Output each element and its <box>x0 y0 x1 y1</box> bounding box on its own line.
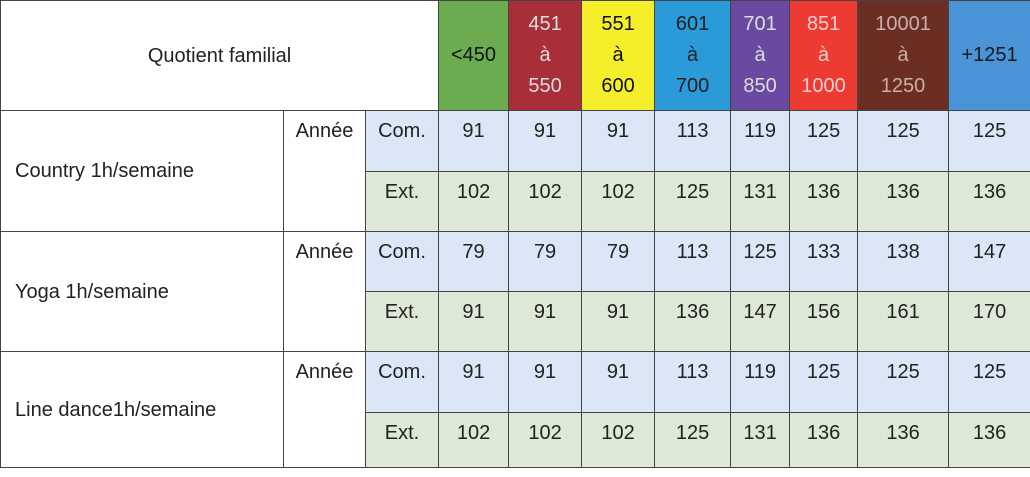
price-cell: 91 <box>508 110 583 172</box>
band-label-line: 850 <box>743 75 777 97</box>
period-label: Année <box>283 351 366 468</box>
price-cell: 125 <box>948 110 1030 172</box>
price-cell: 125 <box>789 110 859 172</box>
price-cell: 113 <box>654 351 732 413</box>
price-cell: 91 <box>438 351 510 413</box>
price-cell: 125 <box>857 110 950 172</box>
band-label-line: 600 <box>601 75 635 97</box>
band-label-line: 700 <box>675 75 710 97</box>
resident-type-ext: Ext. <box>364 412 440 468</box>
band-label-line: à <box>754 44 766 66</box>
band-label-line: 550 <box>528 75 562 97</box>
price-cell: 136 <box>857 412 950 468</box>
price-cell: 102 <box>508 412 583 468</box>
price-cell: 136 <box>948 412 1030 468</box>
price-cell: 91 <box>438 291 510 352</box>
price-cell: 138 <box>857 231 950 292</box>
income-band-header: 10001 à 1250 <box>857 0 950 111</box>
resident-type-com: Com. <box>364 110 440 172</box>
income-band-header: +1251 <box>948 0 1030 111</box>
price-cell: 79 <box>438 231 510 292</box>
price-cell: 102 <box>438 171 510 232</box>
band-label-line: 451 <box>528 13 562 35</box>
income-band-header: 851 à 1000 <box>789 0 859 111</box>
price-cell: 147 <box>948 231 1030 292</box>
price-cell: 125 <box>654 412 732 468</box>
band-label-line: 1000 <box>801 75 846 97</box>
price-cell: 125 <box>948 351 1030 413</box>
price-cell: 147 <box>730 291 791 352</box>
price-cell: 91 <box>438 110 510 172</box>
period-label: Année <box>283 231 366 352</box>
price-row: Ext. 91 91 91 136 147 156 161 170 <box>1 291 1030 352</box>
income-band-header: <450 <box>438 0 510 111</box>
income-band-header: 451 à 550 <box>508 0 583 111</box>
period-label: Année <box>283 110 366 232</box>
price-cell: 119 <box>730 110 791 172</box>
price-cell: 102 <box>438 412 510 468</box>
price-cell: 136 <box>948 171 1030 232</box>
resident-type-com: Com. <box>364 351 440 413</box>
price-cell: 79 <box>508 231 583 292</box>
band-label-line: à <box>897 44 909 66</box>
income-band-header: 701 à 850 <box>730 0 791 111</box>
price-cell: 119 <box>730 351 791 413</box>
price-row: Ext. 102 102 102 125 131 136 136 136 <box>1 171 1030 232</box>
band-label-line: 701 <box>743 13 777 35</box>
price-cell: 156 <box>789 291 859 352</box>
price-cell: 136 <box>654 291 732 352</box>
price-cell: 125 <box>789 351 859 413</box>
price-cell: 136 <box>789 171 859 232</box>
price-cell: 102 <box>581 412 656 468</box>
income-band-header: 601 à 700 <box>654 0 732 111</box>
price-cell: 136 <box>857 171 950 232</box>
price-cell: 170 <box>948 291 1030 352</box>
band-label-line: à <box>612 44 624 66</box>
price-cell: 136 <box>789 412 859 468</box>
price-row: Yoga 1h/semaine Année Com. 79 79 79 113 125 133 1… <box>0 231 1030 352</box>
price-cell: 91 <box>581 291 656 352</box>
price-cell: 91 <box>508 291 583 352</box>
price-cell: 161 <box>857 291 950 352</box>
price-cell: 131 <box>730 412 791 468</box>
band-label-line: +1251 <box>961 44 1018 66</box>
band-label-line: à <box>539 44 551 66</box>
band-label-line: 551 <box>601 13 635 35</box>
price-cell: 131 <box>730 171 791 232</box>
band-label-line: à <box>686 44 699 66</box>
resident-type-com: Com. <box>364 231 440 292</box>
band-label-line: à <box>817 44 830 66</box>
price-cell: 125 <box>857 351 950 413</box>
price-cell: 125 <box>654 171 732 232</box>
price-cell: 91 <box>581 110 656 172</box>
band-label-line: 10001 <box>875 13 931 35</box>
band-label-line: 1250 <box>880 75 926 97</box>
band-label-line: <450 <box>451 44 497 66</box>
price-row: Ext. 102 102 102 125 131 136 136 136 <box>1 412 1030 468</box>
resident-type-ext: Ext. <box>364 291 440 352</box>
price-cell: 133 <box>789 231 859 292</box>
activity-name: Country 1h/semaine <box>0 110 284 232</box>
price-cell: 91 <box>508 351 583 413</box>
price-cell: 91 <box>581 351 656 413</box>
price-row: Country 1h/semaine Année Com. 91 91 91 113 119 1… <box>0 110 1030 232</box>
price-cell: 125 <box>730 231 791 292</box>
band-label-line: 601 <box>675 13 710 35</box>
price-cell: 79 <box>581 231 656 292</box>
resident-type-ext: Ext. <box>364 171 440 232</box>
income-band-header: 551 à 600 <box>581 0 656 111</box>
header-row: Quotient familial <450 451 à 550 551 à 600 601 à… <box>0 0 1030 111</box>
price-cell: 113 <box>654 231 732 292</box>
activity-name: Line dance1h/semaine <box>0 351 284 468</box>
price-row: Line dance1h/semaine Année Com. 91 91 91 113 11… <box>0 351 1030 468</box>
activity-name: Yoga 1h/semaine <box>0 231 284 352</box>
price-cell: 113 <box>654 110 732 172</box>
quotient-familial-label: Quotient familial <box>0 0 440 111</box>
price-cell: 102 <box>581 171 656 232</box>
price-cell: 102 <box>508 171 583 232</box>
band-label-line: 851 <box>806 13 841 35</box>
